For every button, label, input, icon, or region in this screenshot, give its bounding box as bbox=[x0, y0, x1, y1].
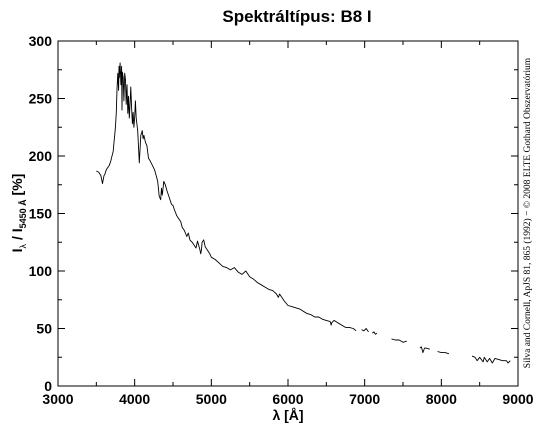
y-axis-label: Iλ / I5450 Å [%] bbox=[9, 174, 28, 253]
y-tick-label: 0 bbox=[44, 378, 52, 394]
spectrum-line-segment-5 bbox=[437, 351, 450, 355]
axis-ticks: 3000 4000 5000 6000 7000 8000 9000 0 50 100 150 200… bbox=[29, 33, 534, 407]
x-tick-label: 5000 bbox=[196, 391, 227, 407]
y-label-sub1: λ bbox=[18, 243, 28, 248]
x-tick-label: 9000 bbox=[502, 391, 533, 407]
x-tick-label: 8000 bbox=[426, 391, 457, 407]
y-tick-label: 150 bbox=[29, 206, 53, 222]
x-tick-label: 4000 bbox=[119, 391, 150, 407]
y-label-sep: / I bbox=[9, 228, 25, 244]
spectrum-line-segment-3 bbox=[391, 338, 407, 343]
x-tick-label: 6000 bbox=[272, 391, 303, 407]
chart-title: Spektráltípus: B8 I bbox=[222, 7, 371, 26]
spectrum-line-segment-0 bbox=[96, 62, 357, 332]
y-tick-label: 100 bbox=[29, 263, 53, 279]
credit-text: Silva and Cornell, ApJS 81, 865 (1992) −… bbox=[522, 57, 533, 368]
x-tick-label: 3000 bbox=[42, 391, 73, 407]
y-tick-label: 250 bbox=[29, 91, 53, 107]
y-tick-label: 200 bbox=[29, 148, 53, 164]
y-tick-label: 300 bbox=[29, 33, 53, 49]
spectrum-line-segment-6 bbox=[471, 355, 511, 364]
x-axis-label: λ [Å] bbox=[272, 407, 303, 423]
y-label-main: I bbox=[9, 248, 25, 252]
x-tick-label: 7000 bbox=[349, 391, 380, 407]
spectrum-line-segment-4 bbox=[419, 346, 430, 354]
series-layer bbox=[96, 62, 511, 364]
spectrum-line-segment-2 bbox=[372, 331, 378, 335]
y-label-unit: [%] bbox=[9, 174, 25, 200]
y-label-sub2: 5450 Å bbox=[18, 199, 28, 229]
y-tick-label: 50 bbox=[36, 321, 52, 337]
spectrum-line-segment-1 bbox=[361, 328, 369, 333]
